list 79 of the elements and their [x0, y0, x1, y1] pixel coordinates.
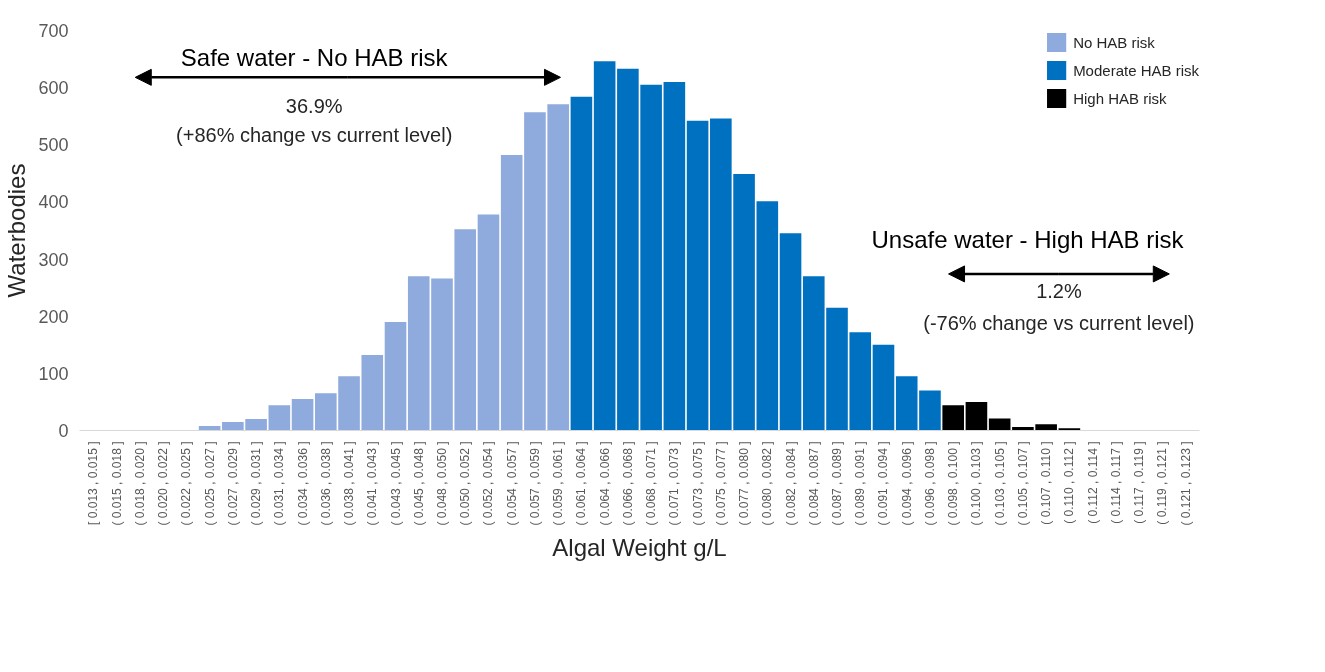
annotation: Safe water - No HAB risk — [180, 43, 449, 71]
x-tick-label: ( 0.121 , 0.123 ] — [1178, 441, 1193, 526]
legend-label: Moderate HAB risk — [1073, 61, 1199, 79]
x-tick-label: ( 0.110 , 0.112 ] — [1062, 441, 1077, 524]
annotation: 1.2% — [1036, 280, 1082, 303]
x-tick-label: ( 0.025 , 0.027 ] — [202, 441, 217, 526]
x-tick-label: ( 0.089 , 0.091 ] — [853, 441, 868, 526]
y-tick-label: 200 — [38, 306, 69, 327]
x-tick-label: [ 0.013 , 0.015 ] — [86, 441, 101, 525]
bar — [291, 399, 314, 431]
bar — [965, 401, 988, 431]
x-tick-label: ( 0.071 , 0.073 ] — [667, 441, 682, 526]
x-tick-label: ( 0.045 , 0.048 ] — [411, 441, 426, 526]
x-tick-label: ( 0.098 , 0.100 ] — [946, 441, 961, 526]
x-tick-label: ( 0.061 , 0.064 ] — [574, 441, 589, 526]
x-tick-label: ( 0.052 , 0.054 ] — [481, 441, 496, 526]
x-tick-label: ( 0.054 , 0.057 ] — [504, 441, 519, 526]
y-tick-label: 100 — [38, 363, 69, 384]
y-tick-label: 0 — [58, 421, 69, 441]
x-tick-label: ( 0.022 , 0.025 ] — [179, 441, 194, 526]
x-tick-label: ( 0.066 , 0.068 ] — [620, 441, 635, 526]
annotation: Unsafe water - High HAB risk — [871, 225, 1185, 253]
x-tick-label: ( 0.036 , 0.038 ] — [318, 441, 333, 526]
x-tick-label: ( 0.038 , 0.041 ] — [342, 441, 357, 526]
x-tick-label: ( 0.015 , 0.018 ] — [109, 441, 124, 526]
x-tick-label: ( 0.027 , 0.029 ] — [225, 441, 240, 526]
bar — [593, 61, 616, 431]
x-axis-title: Algal Weight g/L — [552, 533, 727, 561]
bar — [268, 405, 291, 431]
y-tick-label: 400 — [38, 192, 69, 213]
x-tick-label: ( 0.068 , 0.071 ] — [644, 441, 659, 526]
x-tick-label: ( 0.100 , 0.103 ] — [969, 441, 984, 526]
x-tick-label: ( 0.057 , 0.059 ] — [527, 441, 542, 526]
y-tick-label: 300 — [38, 249, 69, 270]
x-tick-label: ( 0.050 , 0.052 ] — [458, 441, 473, 526]
bar — [477, 214, 500, 431]
annotation: 36.9% — [285, 94, 343, 117]
x-tick-label: ( 0.064 , 0.066 ] — [597, 441, 612, 526]
bar — [384, 321, 407, 431]
annotation: (+86% change vs current level) — [176, 124, 453, 147]
x-tick-label: ( 0.087 , 0.089 ] — [830, 441, 845, 526]
x-tick-label: ( 0.073 , 0.075 ] — [690, 441, 705, 526]
y-axis-title: Waterbodies — [3, 163, 31, 298]
bar — [942, 405, 964, 431]
x-tick-label: ( 0.112 , 0.114 ] — [1085, 441, 1100, 524]
x-tick-label: ( 0.119 , 0.121 ] — [1155, 441, 1170, 525]
x-tick-label: ( 0.041 , 0.043 ] — [365, 441, 380, 526]
x-tick-label: ( 0.059 , 0.061 ] — [551, 441, 566, 526]
x-tick-label: ( 0.048 , 0.050 ] — [434, 441, 449, 526]
y-tick-label: 700 — [38, 21, 69, 41]
x-tick-label: ( 0.105 , 0.107 ] — [1015, 441, 1030, 526]
x-tick-label: ( 0.018 , 0.020 ] — [132, 441, 147, 526]
legend-label: High HAB risk — [1073, 89, 1167, 107]
x-tick-label: ( 0.103 , 0.105 ] — [992, 441, 1007, 526]
x-tick-label: ( 0.091 , 0.094 ] — [876, 441, 891, 526]
x-tick-label: ( 0.117 , 0.119 ] — [1132, 441, 1147, 524]
x-tick-label: ( 0.082 , 0.084 ] — [783, 441, 798, 526]
x-tick-label: ( 0.034 , 0.036 ] — [295, 441, 310, 526]
bar — [686, 120, 709, 431]
x-tick-label: ( 0.094 , 0.096 ] — [899, 441, 914, 526]
bar — [779, 233, 802, 431]
x-tick-label: ( 0.029 , 0.031 ] — [249, 441, 264, 526]
x-tick-label: ( 0.080 , 0.082 ] — [760, 441, 775, 526]
annotation: (-76% change vs current level) — [923, 311, 1195, 334]
x-tick-label: ( 0.096 , 0.098 ] — [922, 441, 937, 526]
y-tick-label: 500 — [38, 135, 69, 156]
bar — [663, 81, 686, 431]
x-tick-label: ( 0.077 , 0.080 ] — [737, 441, 752, 526]
x-tick-label: ( 0.075 , 0.077 ] — [713, 441, 728, 526]
y-tick-label: 600 — [38, 78, 69, 99]
x-tick-label: ( 0.107 , 0.110 ] — [1039, 441, 1054, 525]
bar — [872, 344, 895, 431]
x-tick-label: ( 0.020 , 0.022 ] — [156, 441, 171, 526]
x-tick-label: ( 0.043 , 0.045 ] — [388, 441, 403, 526]
bar — [570, 96, 593, 431]
x-tick-label: ( 0.114 , 0.117 ] — [1108, 441, 1123, 524]
legend-label: No HAB risk — [1073, 33, 1155, 51]
x-tick-label: ( 0.031 , 0.034 ] — [272, 441, 287, 526]
x-tick-label: ( 0.084 , 0.087 ] — [806, 441, 821, 526]
